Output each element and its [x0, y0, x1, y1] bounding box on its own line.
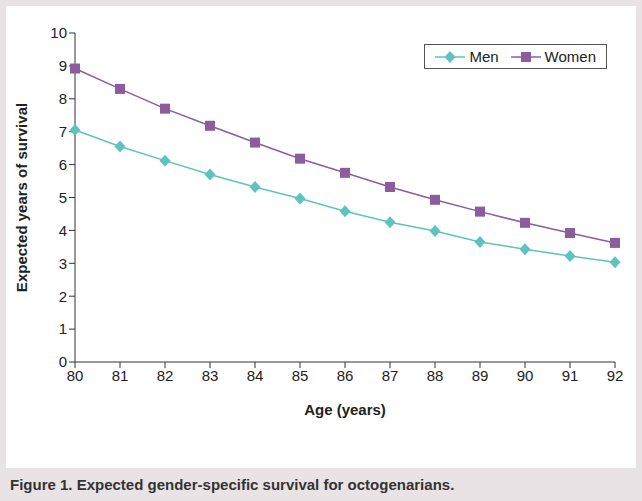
svg-text:10: 10 [50, 24, 67, 41]
svg-text:81: 81 [112, 367, 129, 384]
html-text:Men: Men [469, 48, 499, 65]
svg-text:90: 90 [517, 367, 534, 384]
svg-text:84: 84 [247, 367, 264, 384]
html-text:Figure 1. Expected gender-spec: Figure 1. Expected gender-specific survi… [10, 476, 455, 493]
svg-text:9: 9 [59, 57, 67, 74]
svg-text:91: 91 [562, 367, 579, 384]
svg-text:4: 4 [59, 222, 67, 239]
svg-text:2: 2 [59, 288, 67, 305]
svg-text:Age (years): Age (years) [304, 401, 386, 418]
svg-text:8: 8 [59, 90, 67, 107]
svg-text:82: 82 [157, 367, 174, 384]
svg-text:89: 89 [472, 367, 489, 384]
svg-text:7: 7 [59, 123, 67, 140]
html-text:Women: Women [544, 48, 596, 65]
svg-text:92: 92 [607, 367, 624, 384]
svg-text:5: 5 [59, 189, 67, 206]
svg-text:3: 3 [59, 255, 67, 272]
svg-text:80: 80 [67, 367, 84, 384]
svg-text:85: 85 [292, 367, 309, 384]
svg-text:88: 88 [427, 367, 444, 384]
svg-text:1: 1 [59, 320, 67, 337]
svg-text:86: 86 [337, 367, 354, 384]
svg-text:0: 0 [59, 353, 67, 370]
svg-text:6: 6 [59, 156, 67, 173]
svg-text:83: 83 [202, 367, 219, 384]
svg-text:87: 87 [382, 367, 399, 384]
svg-text:Expected years of survival: Expected years of survival [13, 103, 30, 292]
